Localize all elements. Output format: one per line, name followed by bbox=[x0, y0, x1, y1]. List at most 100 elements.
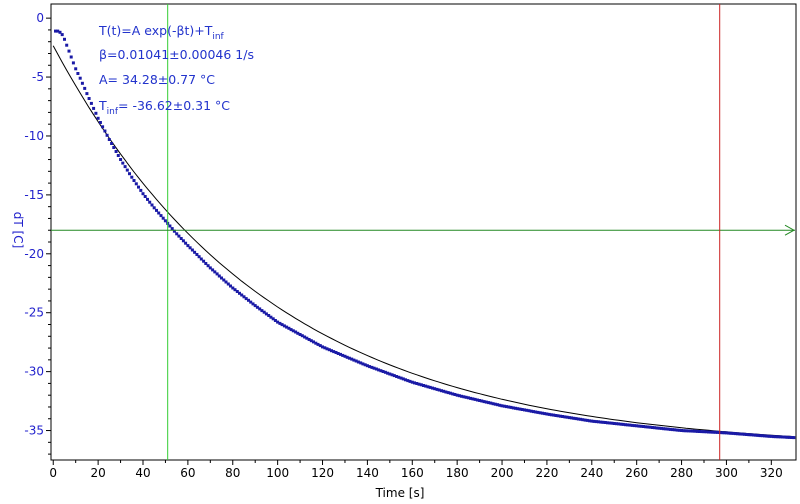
data-point bbox=[143, 195, 147, 198]
data-point bbox=[671, 428, 675, 432]
y-tick-label: -30 bbox=[24, 365, 44, 379]
data-point bbox=[594, 420, 598, 424]
data-point bbox=[291, 329, 295, 333]
data-point bbox=[554, 414, 558, 417]
data-point bbox=[785, 435, 789, 439]
x-tick-label: 20 bbox=[90, 466, 105, 480]
data-point bbox=[428, 385, 432, 389]
data-point bbox=[71, 61, 75, 65]
data-point bbox=[444, 390, 448, 394]
data-point bbox=[368, 365, 372, 369]
data-point bbox=[163, 219, 167, 223]
data-point bbox=[570, 416, 574, 420]
data-point bbox=[63, 37, 66, 41]
data-point bbox=[632, 424, 636, 428]
data-point bbox=[440, 389, 443, 393]
data-point bbox=[96, 116, 100, 120]
data-point bbox=[675, 428, 679, 432]
data-point bbox=[260, 309, 264, 313]
data-point bbox=[240, 293, 244, 297]
data-point bbox=[435, 387, 439, 391]
data-point bbox=[179, 237, 183, 240]
data-point bbox=[383, 370, 387, 374]
data-point bbox=[516, 407, 520, 411]
data-point bbox=[303, 335, 307, 339]
data-point bbox=[361, 362, 365, 366]
data-point bbox=[112, 146, 116, 149]
data-point bbox=[224, 280, 228, 284]
data-point bbox=[767, 434, 771, 438]
data-point bbox=[722, 431, 726, 435]
data-point bbox=[787, 435, 791, 439]
data-point bbox=[689, 429, 692, 433]
data-point bbox=[720, 431, 724, 435]
data-point bbox=[199, 257, 203, 261]
data-point bbox=[514, 406, 517, 410]
fit-curve bbox=[52, 45, 794, 438]
data-point bbox=[772, 435, 776, 439]
data-point bbox=[92, 106, 96, 110]
data-point bbox=[763, 434, 767, 438]
data-point bbox=[702, 430, 706, 434]
data-point bbox=[413, 381, 416, 385]
data-point bbox=[54, 29, 57, 33]
data-point bbox=[94, 111, 98, 115]
data-point bbox=[790, 436, 793, 439]
data-point bbox=[190, 248, 194, 252]
data-point bbox=[448, 391, 452, 395]
data-point bbox=[464, 395, 468, 399]
y-tick-label: 0 bbox=[36, 11, 44, 25]
data-point bbox=[527, 409, 531, 413]
x-axis-title: Time [s] bbox=[375, 486, 425, 500]
x-tick-label: 40 bbox=[135, 466, 150, 480]
data-point bbox=[509, 405, 513, 409]
data-point bbox=[381, 370, 385, 373]
data-point bbox=[116, 154, 120, 157]
x-tick-label: 300 bbox=[715, 466, 738, 480]
data-point bbox=[534, 410, 538, 414]
data-point bbox=[442, 389, 446, 393]
data-point bbox=[727, 431, 731, 435]
data-point bbox=[563, 415, 567, 419]
data-point bbox=[330, 349, 333, 353]
data-point bbox=[168, 224, 172, 228]
data-point bbox=[462, 395, 466, 399]
data-point bbox=[518, 407, 522, 411]
data-point bbox=[747, 433, 751, 437]
x-tick-label: 240 bbox=[580, 466, 603, 480]
data-point bbox=[713, 430, 717, 434]
x-tick-label: 180 bbox=[446, 466, 469, 480]
y-tick-label: -20 bbox=[24, 247, 44, 261]
x-tick-label: 0 bbox=[49, 466, 57, 480]
data-point bbox=[377, 368, 381, 372]
data-point bbox=[709, 430, 713, 434]
data-point bbox=[332, 350, 336, 354]
data-point bbox=[255, 305, 259, 309]
data-point bbox=[213, 270, 217, 274]
data-point bbox=[410, 380, 414, 384]
data-point bbox=[89, 101, 93, 105]
data-point bbox=[175, 232, 179, 236]
data-point bbox=[653, 426, 657, 430]
data-point bbox=[433, 387, 437, 391]
data-point bbox=[388, 372, 392, 376]
data-point bbox=[390, 373, 394, 377]
data-point bbox=[235, 290, 239, 293]
data-point bbox=[352, 358, 356, 362]
data-point bbox=[314, 341, 318, 345]
x-tick-label: 260 bbox=[625, 466, 648, 480]
data-point bbox=[289, 328, 293, 332]
data-point bbox=[134, 182, 138, 186]
data-point bbox=[202, 259, 206, 263]
data-point bbox=[608, 421, 612, 425]
data-point bbox=[437, 388, 441, 392]
data-point bbox=[188, 246, 192, 250]
data-point bbox=[125, 168, 129, 172]
data-point bbox=[588, 419, 592, 423]
data-point bbox=[590, 419, 594, 423]
data-point bbox=[523, 408, 526, 412]
x-tick-label: 320 bbox=[760, 466, 783, 480]
data-point bbox=[392, 374, 396, 378]
data-point bbox=[612, 422, 616, 425]
